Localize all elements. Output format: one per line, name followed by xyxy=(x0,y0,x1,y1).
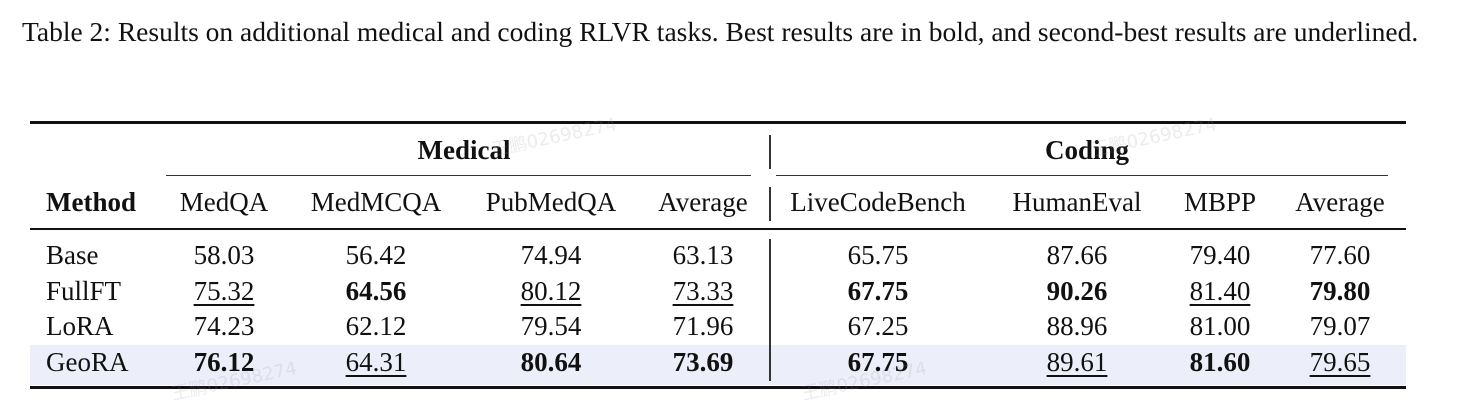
coding-group-underline xyxy=(776,175,1388,176)
cell-base-medical-average: 63.13 xyxy=(672,240,734,270)
cell-lora-mbpp: 81.00 xyxy=(1189,311,1251,341)
cell-geora-coding-average: 79.65 xyxy=(1309,347,1371,377)
cell-lora-medqa: 74.23 xyxy=(193,311,255,341)
header-method: Method xyxy=(46,187,136,217)
row-method-geora: GeoRA xyxy=(46,347,129,377)
watermark: 王鹏02698274 xyxy=(1089,113,1219,162)
header-medmcqa: MedMCQA xyxy=(310,187,442,217)
table-caption: Table 2: Results on additional medical a… xyxy=(22,16,1419,47)
cell-lora-pubmedqa: 79.54 xyxy=(520,311,582,341)
cell-base-medmcqa: 56.42 xyxy=(345,240,407,270)
header-group-separator xyxy=(769,135,771,169)
cell-fullft-medical-average: 73.33 xyxy=(672,276,734,306)
watermark: 王鹏02698274 xyxy=(489,113,619,162)
medical-group-underline xyxy=(166,175,751,176)
cell-lora-coding-average: 79.07 xyxy=(1309,311,1371,341)
cell-base-mbpp: 79.40 xyxy=(1189,240,1251,270)
group-header-medical: Medical xyxy=(417,135,511,165)
header-livecodebench: LiveCodeBench xyxy=(790,187,966,217)
cell-base-medqa: 58.03 xyxy=(193,240,255,270)
header-medical-average: Average xyxy=(658,187,748,217)
results-table: Medical Coding Method MedQA MedMCQA PubM… xyxy=(30,114,1406,405)
row-method-lora: LoRA xyxy=(46,311,114,341)
header-medqa: MedQA xyxy=(179,187,269,217)
group-header-coding: Coding xyxy=(1044,135,1130,165)
cell-base-coding-average: 77.60 xyxy=(1309,240,1371,270)
cell-base-humaneval: 87.66 xyxy=(1046,240,1108,270)
cell-geora-medical-average: 73.69 xyxy=(672,347,734,377)
cell-lora-medical-average: 71.96 xyxy=(672,311,734,341)
cell-geora-mbpp: 81.60 xyxy=(1189,347,1251,377)
header-humaneval: HumanEval xyxy=(1012,187,1142,217)
table-header-rule xyxy=(30,228,1406,230)
highlighted-row-background xyxy=(30,345,1406,385)
row-method-fullft: FullFT xyxy=(46,276,122,306)
cell-fullft-humaneval: 90.26 xyxy=(1046,276,1108,306)
cell-fullft-pubmedqa: 80.12 xyxy=(520,276,582,306)
cell-fullft-medqa: 75.32 xyxy=(193,276,255,306)
header-pubmedqa: PubMedQA xyxy=(485,187,617,217)
header-column-separator xyxy=(769,187,771,221)
cell-lora-humaneval: 88.96 xyxy=(1046,311,1108,341)
cell-lora-medmcqa: 62.12 xyxy=(345,311,407,341)
table-top-rule xyxy=(30,121,1406,124)
cell-geora-livecodebench: 67.75 xyxy=(847,347,909,377)
header-coding-average: Average xyxy=(1295,187,1385,217)
table-bottom-rule xyxy=(30,386,1406,389)
header-mbpp: MBPP xyxy=(1183,187,1257,217)
cell-geora-medqa: 76.12 xyxy=(193,347,255,377)
cell-geora-humaneval: 89.61 xyxy=(1046,347,1108,377)
cell-fullft-medmcqa: 64.56 xyxy=(345,276,407,306)
row-method-base: Base xyxy=(46,240,99,270)
cell-fullft-coding-average: 79.80 xyxy=(1309,276,1371,306)
cell-fullft-livecodebench: 67.75 xyxy=(847,276,909,306)
cell-fullft-mbpp: 81.40 xyxy=(1189,276,1251,306)
cell-base-pubmedqa: 74.94 xyxy=(520,240,582,270)
cell-lora-livecodebench: 67.25 xyxy=(847,311,909,341)
cell-base-livecodebench: 65.75 xyxy=(847,240,909,270)
cell-geora-medmcqa: 64.31 xyxy=(345,347,407,377)
body-separator xyxy=(769,239,771,381)
cell-geora-pubmedqa: 80.64 xyxy=(520,347,582,377)
